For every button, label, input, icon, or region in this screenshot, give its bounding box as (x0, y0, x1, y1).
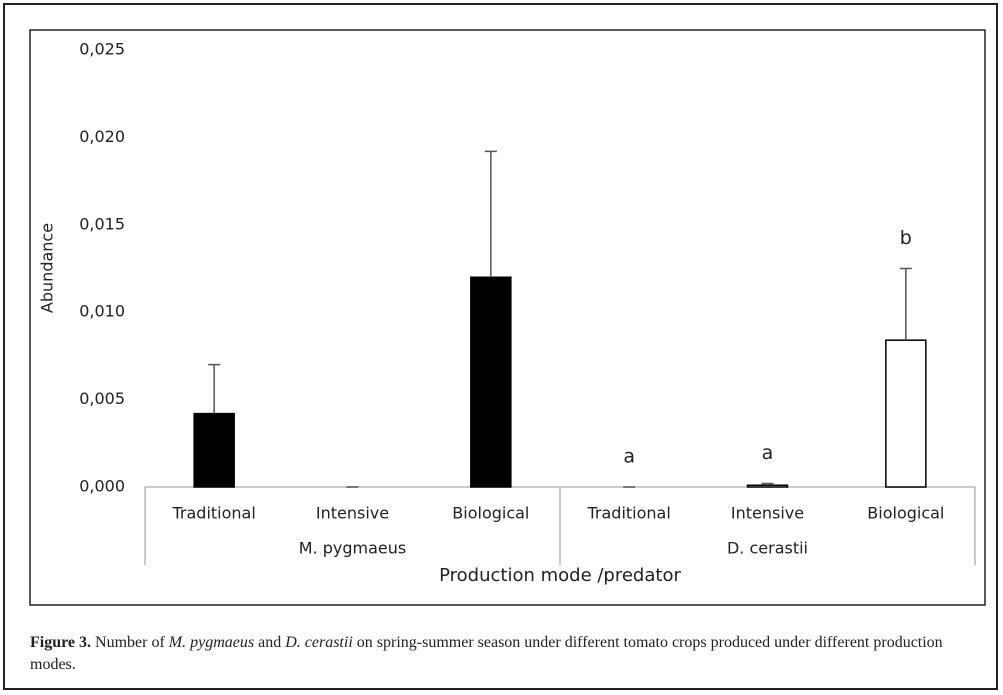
x-tick-label: Intensive (316, 504, 389, 523)
y-tick-label: 0,000 (79, 477, 125, 496)
bar (885, 339, 927, 488)
x-tick-label: Traditional (172, 504, 256, 523)
chart-border (29, 29, 986, 606)
error-bar (484, 150, 497, 278)
caption-text: and (254, 634, 286, 651)
bar (746, 484, 789, 488)
y-tick-label: 0,005 (79, 389, 125, 408)
caption: Figure 3. Number of M. pygmaeus and D. c… (30, 632, 975, 676)
caption-species: M. pygmaeus (168, 634, 255, 651)
figure-frame (3, 3, 998, 690)
y-tick-label: 0,020 (79, 127, 125, 146)
x-tick-label: Biological (867, 504, 944, 523)
error-bar (208, 363, 221, 414)
caption-label: Figure 3. (30, 634, 92, 651)
group-label: M. pygmaeus (299, 539, 406, 558)
y-axis-label: Abundance (38, 223, 57, 313)
caption-text: on spring-summer season under different … (30, 634, 943, 673)
error-bar (761, 482, 774, 486)
y-tick-label: 0,015 (79, 214, 125, 233)
x-tick-label: Biological (452, 504, 529, 523)
x-tick-label: Traditional (587, 504, 671, 523)
y-tick-label: 0,025 (79, 40, 125, 59)
y-tick-label: 0,010 (79, 302, 125, 321)
significance-letter: a (762, 442, 774, 464)
significance-letter: a (623, 446, 635, 468)
chart: Abundance Production mode /predator 0,00… (29, 29, 986, 606)
caption-species: D. cerastii (285, 634, 353, 651)
x-tick-label: Intensive (731, 504, 804, 523)
significance-letter: b (900, 227, 912, 249)
error-bar (899, 267, 912, 341)
x-axis-label: Production mode /predator (439, 565, 681, 586)
group-label: D. cerastii (727, 539, 808, 558)
bar (470, 276, 512, 488)
caption-text: Number of (91, 634, 169, 651)
bar (193, 412, 235, 488)
